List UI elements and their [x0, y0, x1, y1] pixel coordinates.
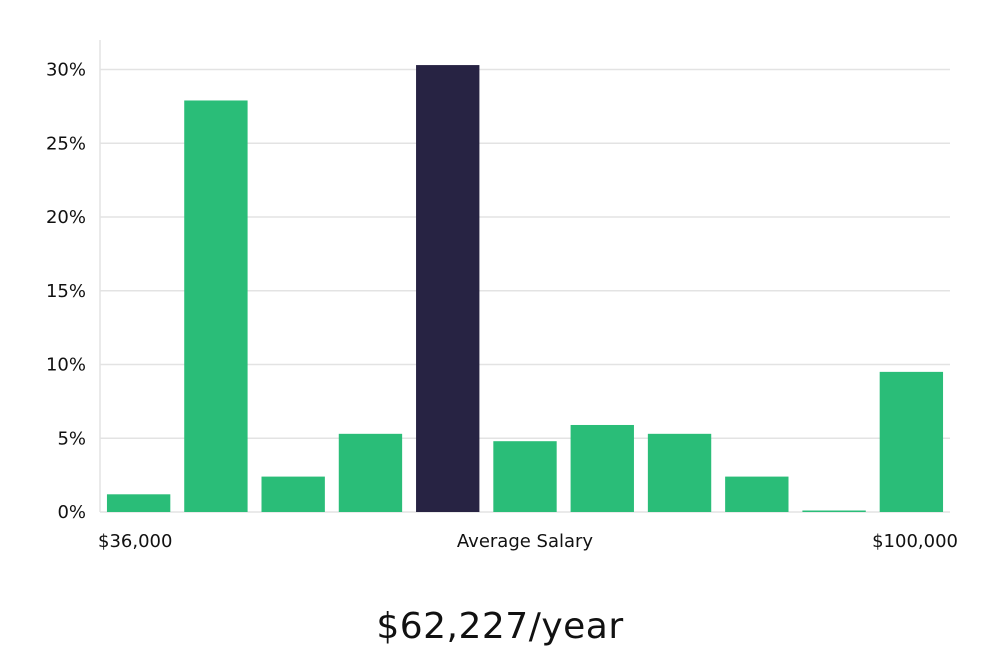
bar-highlighted	[416, 65, 480, 512]
y-tick-label: 30%	[46, 60, 86, 81]
x-min-label: $36,000	[98, 531, 172, 552]
average-salary-headline: $62,227/year	[376, 606, 624, 647]
y-tick-label: 10%	[46, 355, 86, 376]
bar	[802, 510, 866, 512]
y-tick-label: 15%	[46, 281, 86, 302]
bar	[493, 441, 557, 512]
bar	[647, 433, 712, 512]
y-tick-label: 5%	[57, 428, 86, 449]
bars	[106, 65, 944, 512]
bar	[106, 494, 171, 512]
bar	[261, 476, 325, 512]
y-tick-label: 20%	[46, 207, 86, 228]
bar	[338, 433, 403, 512]
y-tick-label: 0%	[57, 502, 86, 523]
bar	[725, 476, 789, 512]
salary-histogram-chart: 0% 5% 10% 15% 20% 25% 30% $36,000 Average Sala…	[46, 40, 958, 552]
y-tick-label: 25%	[46, 133, 86, 154]
x-max-label: $100,000	[872, 531, 958, 552]
bar	[184, 100, 248, 512]
bar	[879, 371, 944, 512]
x-axis-label: Average Salary	[457, 531, 594, 552]
bar	[570, 424, 634, 512]
y-tick-labels: 0% 5% 10% 15% 20% 25% 30%	[46, 60, 86, 524]
